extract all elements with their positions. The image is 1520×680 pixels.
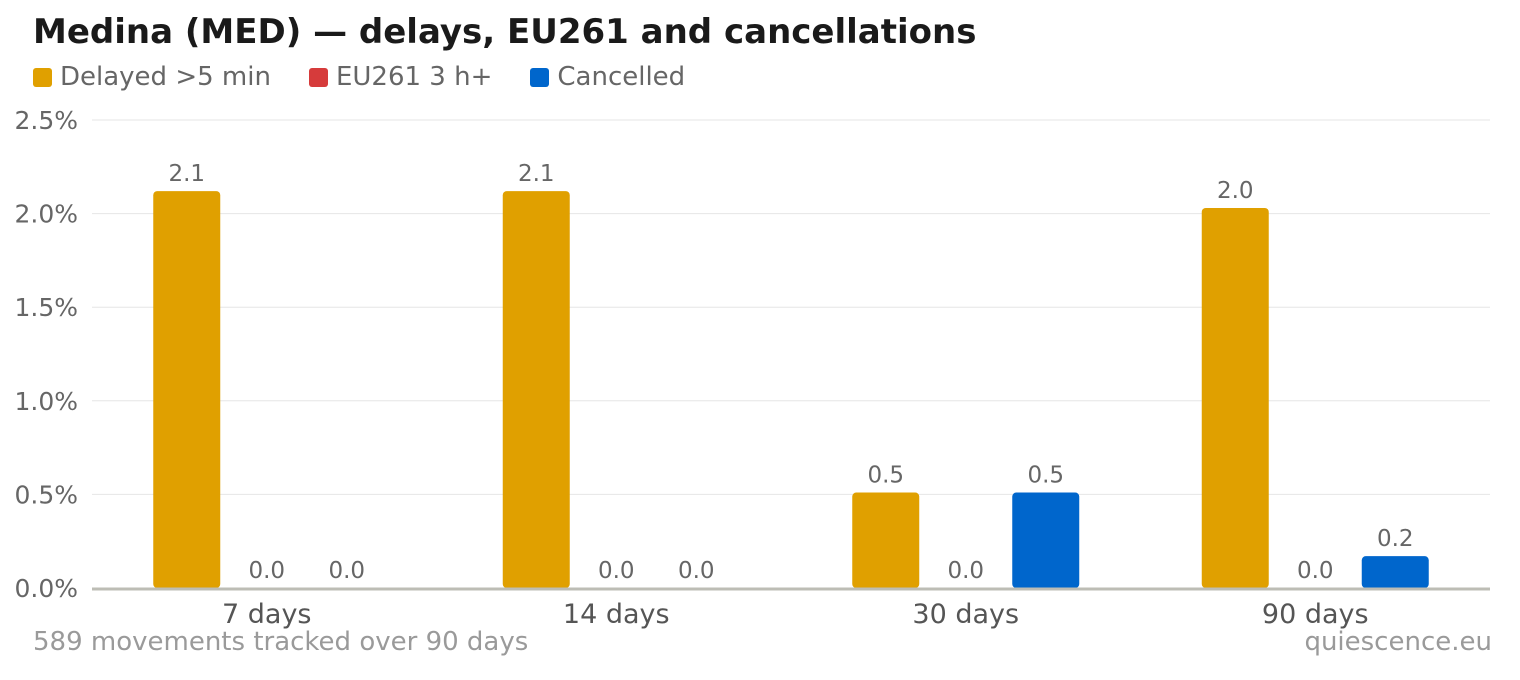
- legend-label-cancelled: Cancelled: [557, 62, 686, 92]
- legend-swatch-eu261: [308, 67, 328, 87]
- y-tick-label: 2.0%: [14, 200, 78, 229]
- x-tick-label: 90 days: [1262, 599, 1369, 630]
- data-label: 2.0: [1217, 178, 1254, 204]
- bar: [852, 492, 920, 588]
- data-label: 0.0: [598, 558, 635, 584]
- data-label: 0.5: [1027, 463, 1064, 489]
- x-tick-label: 14 days: [563, 599, 670, 630]
- legend-item-delayed: Delayed >5 min: [33, 62, 271, 92]
- x-tick-label: 7 days: [222, 599, 312, 630]
- chart-legend: Delayed >5 min EU261 3 h+ Cancelled: [33, 62, 723, 92]
- data-label: 2.1: [518, 161, 555, 187]
- legend-swatch-delayed: [33, 67, 52, 87]
- legend-label-delayed: Delayed >5 min: [60, 62, 271, 92]
- legend-item-cancelled: Cancelled: [530, 62, 685, 92]
- data-label: 0.0: [248, 558, 285, 584]
- data-label: 0.0: [947, 558, 984, 584]
- y-tick-label: 0.0%: [14, 574, 78, 603]
- y-tick-label: 0.5%: [14, 480, 78, 509]
- bar: [1012, 492, 1080, 588]
- data-label: 0.0: [1297, 558, 1334, 584]
- bar: [502, 191, 570, 589]
- x-tick-label: 30 days: [912, 599, 1019, 630]
- bar: [153, 191, 221, 589]
- legend-swatch-cancelled: [530, 67, 550, 87]
- data-label: 0.0: [328, 558, 365, 584]
- data-label: 2.1: [168, 161, 205, 187]
- footer-note: 589 movements tracked over 90 days: [33, 627, 529, 657]
- legend-item-eu261: EU261 3 h+: [308, 62, 493, 92]
- y-tick-label: 2.5%: [14, 106, 78, 135]
- bar: [1361, 556, 1429, 588]
- data-label: 0.2: [1377, 526, 1414, 552]
- y-tick-label: 1.0%: [14, 387, 78, 416]
- chart-title: Medina (MED) — delays, EU261 and cancell…: [33, 12, 977, 52]
- footer-source: quiescence.eu: [1304, 627, 1492, 657]
- legend-label-eu261: EU261 3 h+: [335, 62, 493, 92]
- data-label: 0.5: [867, 463, 904, 489]
- data-label: 0.0: [678, 558, 715, 584]
- bar: [1201, 207, 1269, 588]
- y-tick-label: 1.5%: [14, 293, 78, 322]
